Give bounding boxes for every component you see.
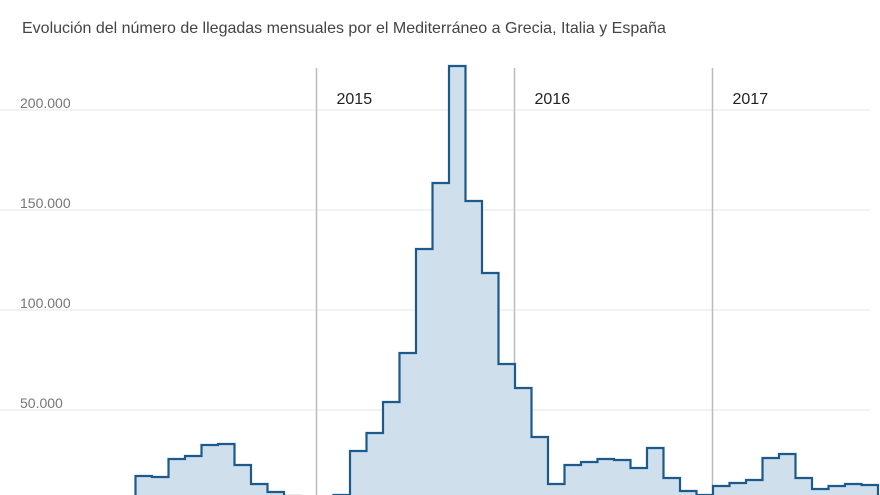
chart-subtitle: Evolución del número de llegadas mensual…: [22, 20, 666, 37]
series-layer: [134, 64, 880, 495]
y-tick-label-3: 200.000: [20, 95, 71, 111]
label-layer: 50.000100.000150.000200.0002015201620172…: [20, 91, 769, 411]
y-tick-label-1: 100.000: [20, 295, 71, 311]
series-line: [134, 64, 880, 495]
year-label-2016: 2016: [535, 91, 571, 108]
year-label-2015: 2015: [337, 91, 373, 108]
series-area: [135, 66, 878, 495]
year-label-2017: 2017: [733, 91, 769, 108]
y-tick-label-2: 150.000: [20, 195, 71, 211]
y-tick-label-0: 50.000: [20, 395, 63, 411]
